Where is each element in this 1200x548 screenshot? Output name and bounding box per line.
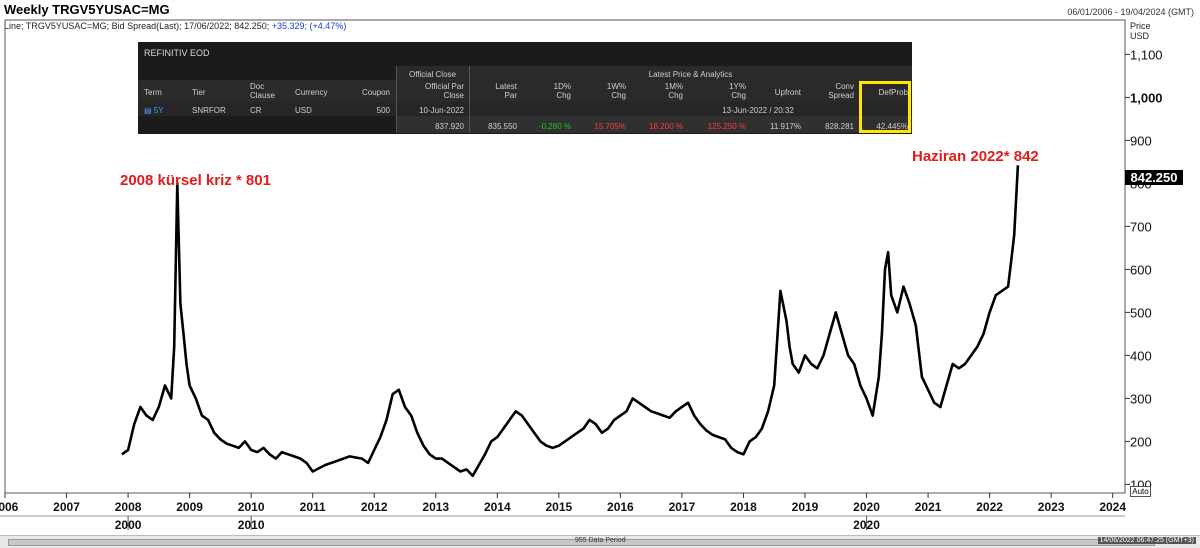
hdr-coupon: Coupon xyxy=(361,88,390,97)
row-coupon: 500 xyxy=(376,106,390,115)
hdr-doc-clause: Doc Clause xyxy=(250,82,275,100)
row-doc-clause: CR xyxy=(250,106,262,115)
row-latest-par: 835.550 xyxy=(488,122,517,131)
row-upfront: 11.917% xyxy=(770,122,801,131)
x-tick-label: 2010 xyxy=(238,500,265,514)
legend-text: Line; TRGV5YUSAC=MG; Bid Spread(Last); 1… xyxy=(4,21,270,31)
y-tick-label: 200 xyxy=(1130,434,1152,449)
row-official-par-close: 837.920 xyxy=(435,122,464,131)
annotation-2008-crisis: 2008 kürsel kriz * 801 xyxy=(120,172,271,189)
hdr-official-par-close: Official Par Close xyxy=(425,82,464,100)
row-1m-chg: 18.200 % xyxy=(649,122,683,131)
series-legend: Line; TRGV5YUSAC=MG; Bid Spread(Last); 1… xyxy=(4,21,346,31)
x-tick-label: 2013 xyxy=(422,500,449,514)
term-icon: ▤ xyxy=(144,106,154,115)
x-tick-label: 2023 xyxy=(1038,500,1065,514)
y-tick-label: 500 xyxy=(1130,305,1152,320)
x-tick-label: 2019 xyxy=(792,500,819,514)
row-defprob: 42.445% xyxy=(876,122,908,131)
x-tick-label: 2012 xyxy=(361,500,388,514)
annotation-june-2022: Haziran 2022* 842 xyxy=(912,148,1039,165)
hdr-term: Term xyxy=(144,88,162,97)
x-tick-label: 2007 xyxy=(53,500,80,514)
plot-border xyxy=(4,19,1126,494)
row-latest-datetime: 13-Jun-2022 / 20:32 xyxy=(722,106,794,115)
x-tick-label: 2008 xyxy=(115,500,142,514)
x-tick-label: 2015 xyxy=(545,500,572,514)
hdr-latest-par: Latest Par xyxy=(495,82,517,100)
x-axis: 2006 2007 2008 2009 2010 2011 2012 2013 2014 2015… xyxy=(0,493,1126,532)
row-currency: USD xyxy=(295,106,312,115)
auto-scale-button[interactable]: Auto xyxy=(1130,486,1151,497)
hdr-1y-chg: 1Y% Chg xyxy=(729,82,746,100)
legend-change: +35.329; (+4.47%) xyxy=(271,21,347,31)
defprob-highlight-box xyxy=(859,81,911,133)
group-official-close: Official Close xyxy=(409,70,456,79)
hdr-currency: Currency xyxy=(295,88,328,97)
x-tick-label: 2014 xyxy=(484,500,511,514)
group-latest-analytics: Latest Price & Analytics xyxy=(648,70,733,79)
last-price-tag: 842.250 xyxy=(1125,170,1183,185)
hdr-upfront: Upfront xyxy=(774,88,801,97)
hdr-conv-spread: Conv Spread xyxy=(828,82,854,100)
row-official-date: 10-Jun-2022 xyxy=(419,106,464,115)
row-1d-chg: -0.280 % xyxy=(538,122,571,131)
y-unit-currency: USD xyxy=(1130,31,1150,41)
y-tick-label: 300 xyxy=(1130,391,1152,406)
panel-title: REFINITIV EOD xyxy=(144,48,210,58)
decade-label: 2020 xyxy=(853,518,880,532)
time-scrollbar[interactable]: 955 Data Period 14/06/2022 06:47:25 (GMT… xyxy=(0,535,1200,548)
y-tick-label: 600 xyxy=(1130,262,1152,277)
row-conv-spread: 828.281 xyxy=(825,122,854,131)
hdr-defprob: DefProb xyxy=(878,88,908,97)
row-1y-chg: 125.250 % xyxy=(707,122,746,131)
series-line-TRGV5YUSAC xyxy=(121,165,1020,478)
y-unit-price: Price xyxy=(1130,21,1151,31)
y-tick-label: 1,100 xyxy=(1130,47,1163,62)
x-tick-label: 2020 xyxy=(853,500,880,514)
hdr-1w-chg: 1W% Chg xyxy=(606,82,626,100)
timestamp-label: 14/06/2022 06:47:25 (GMT+3) xyxy=(1097,537,1196,544)
decade-label: 2000 xyxy=(115,518,142,532)
x-tick-label: 2021 xyxy=(915,500,942,514)
x-tick-label: 2017 xyxy=(669,500,696,514)
row-term[interactable]: ▤ 5Y xyxy=(144,106,184,115)
y-tick-label: 900 xyxy=(1130,133,1152,148)
x-tick-label: 2011 xyxy=(300,500,326,514)
hdr-1d-chg: 1D% Chg xyxy=(553,82,571,100)
x-tick-label: 2018 xyxy=(730,500,757,514)
y-tick-label: 1,000 xyxy=(1130,90,1163,105)
hdr-1m-chg: 1M% Chg xyxy=(664,82,683,100)
row-1w-chg: 15.705% xyxy=(594,122,626,131)
chart-title: Weekly TRGV5YUSAC=MG xyxy=(4,2,170,17)
plot-frame xyxy=(0,19,1126,517)
row-tier: SNRFOR xyxy=(192,106,226,115)
x-tick-label: 2024 xyxy=(1099,500,1126,514)
date-range: 06/01/2006 - 19/04/2024 (GMT) xyxy=(1067,7,1194,17)
data-period-label: 955 Data Period xyxy=(575,537,626,544)
refinitiv-data-panel: REFINITIV EOD Official Close Latest Pric… xyxy=(138,42,912,134)
x-tick-label: 2009 xyxy=(176,500,203,514)
x-tick-label: 2022 xyxy=(976,500,1003,514)
term-value: 5Y xyxy=(153,106,164,115)
x-tick-label: 2006 xyxy=(0,500,19,514)
y-tick-label: 700 xyxy=(1130,219,1152,234)
decade-label: 2010 xyxy=(238,518,265,532)
x-tick-label: 2016 xyxy=(607,500,634,514)
hdr-tier: Tier xyxy=(192,88,206,97)
y-tick-label: 400 xyxy=(1130,348,1152,363)
y-axis-unit: Price USD xyxy=(1130,21,1151,41)
